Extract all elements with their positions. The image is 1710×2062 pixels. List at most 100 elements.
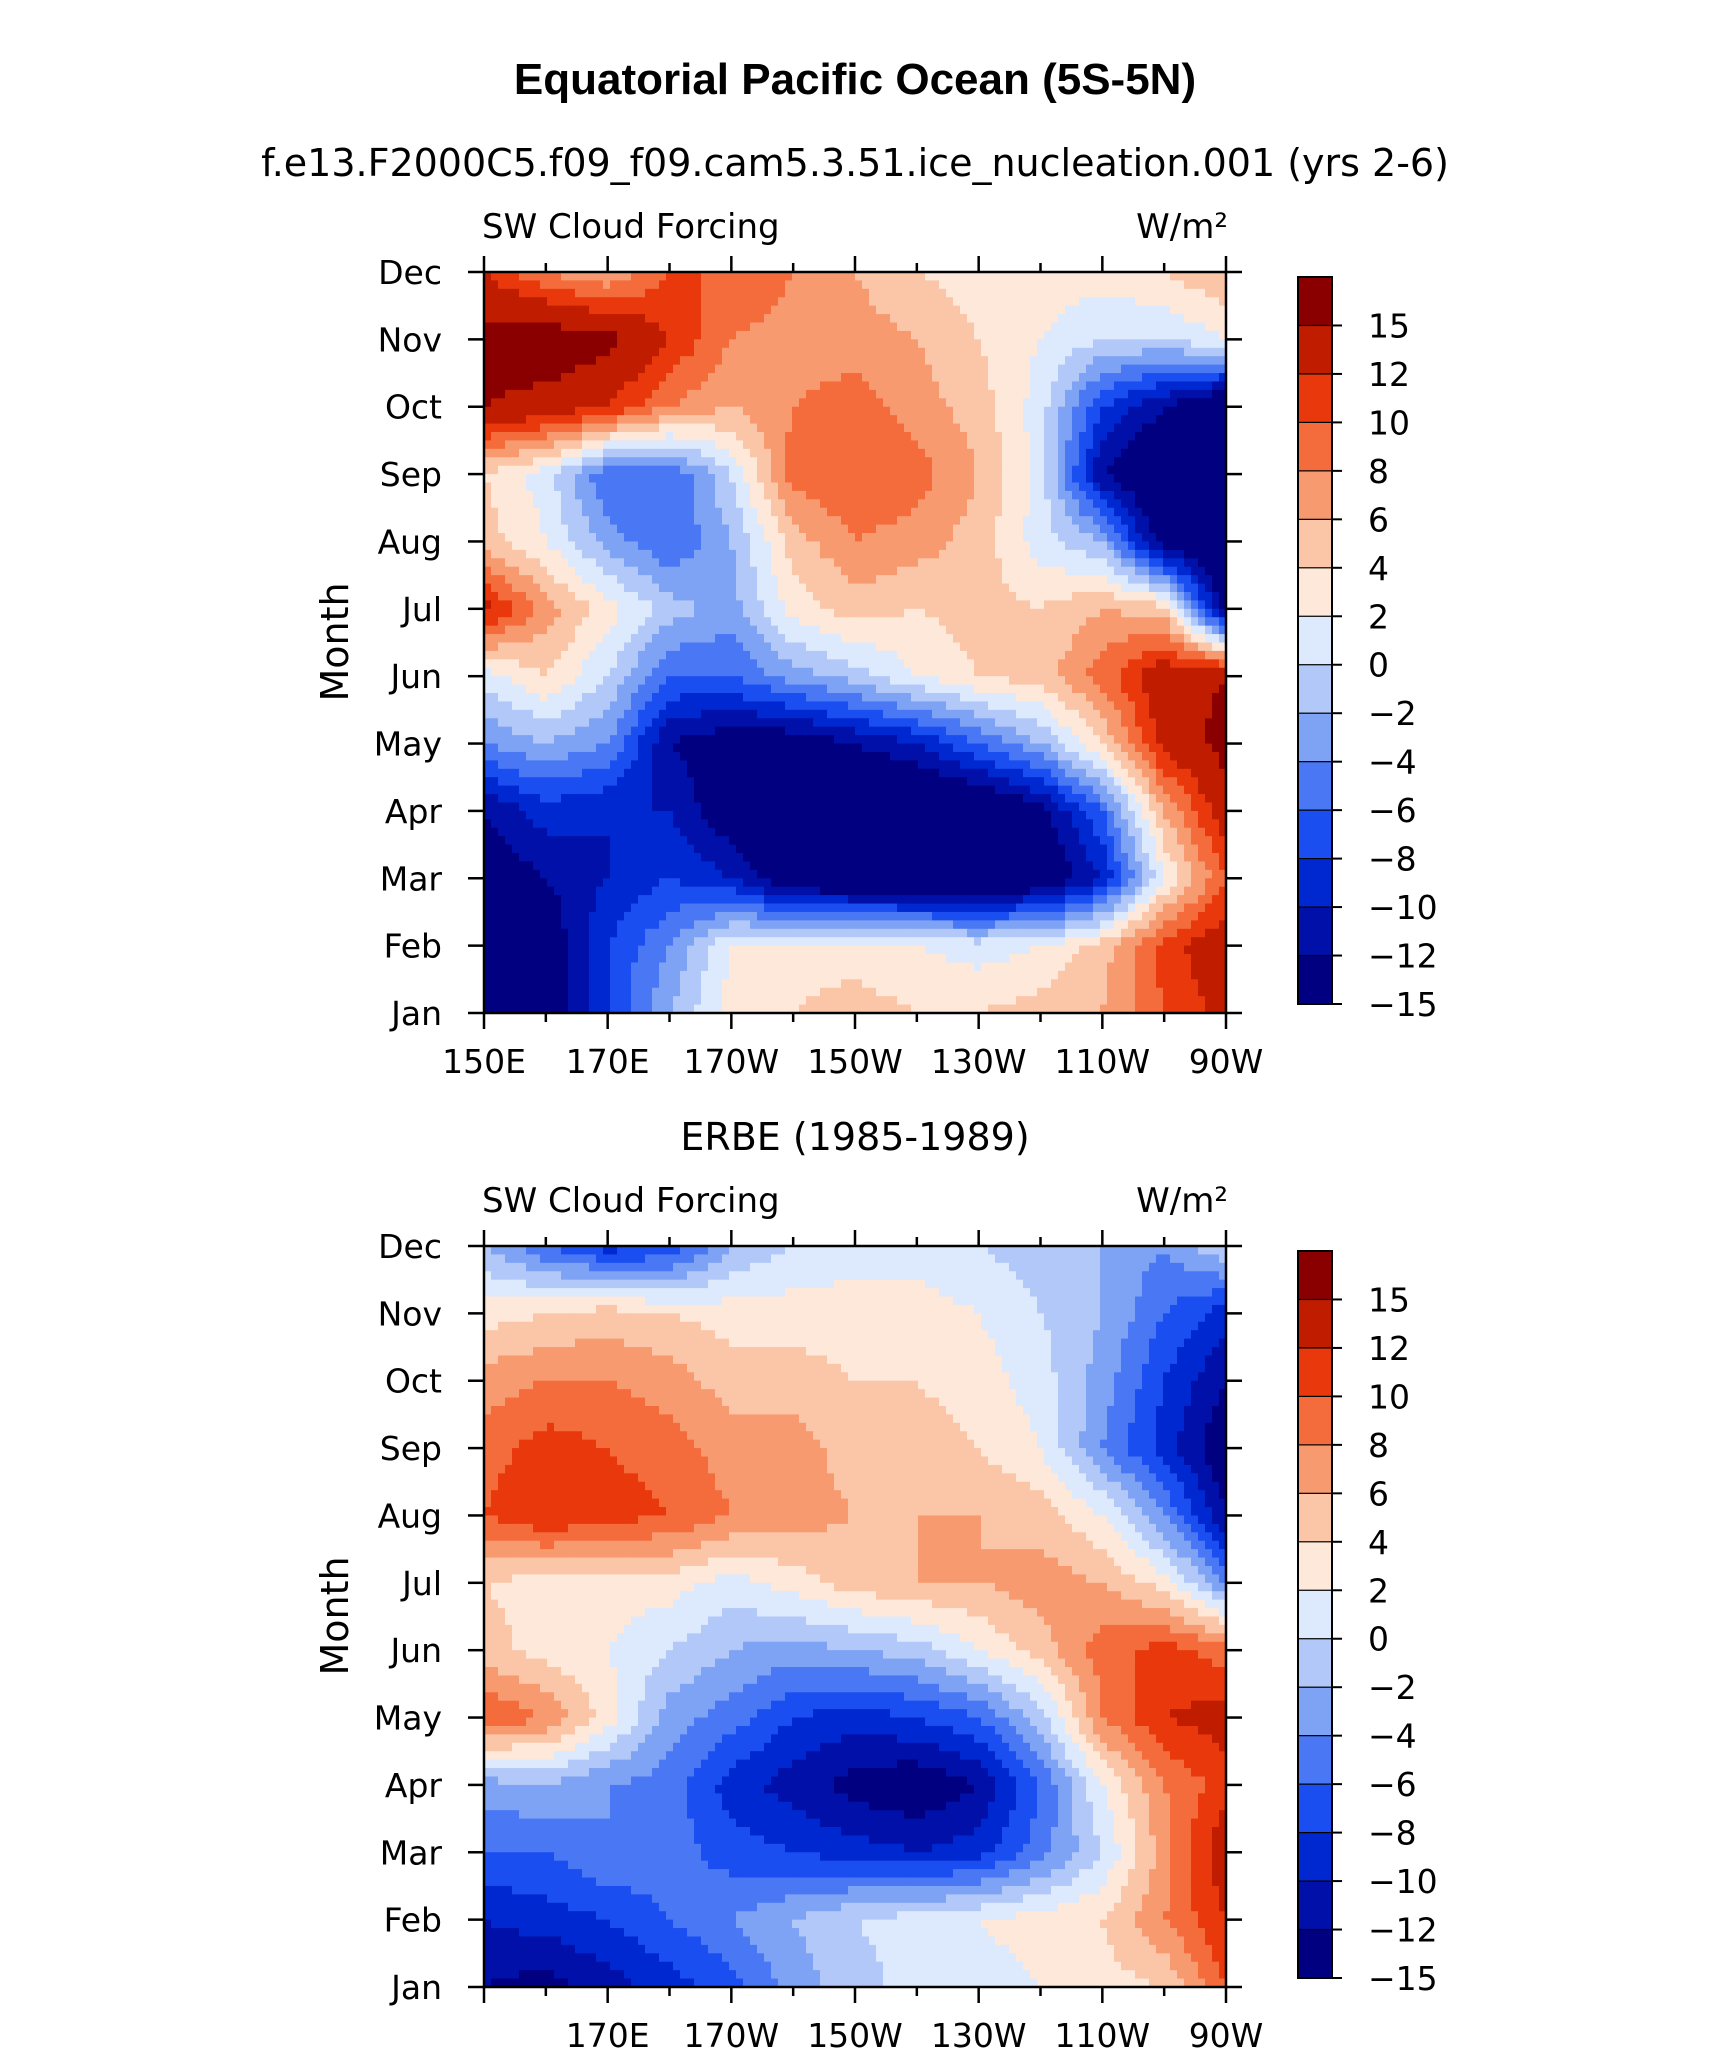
field-cell xyxy=(820,288,828,298)
field-cell xyxy=(547,305,555,315)
field-cell xyxy=(918,541,926,551)
field-cell xyxy=(645,659,653,669)
field-cell xyxy=(862,440,870,450)
field-cell xyxy=(484,474,492,484)
field-cell xyxy=(1030,608,1038,618)
field-cell xyxy=(687,415,695,425)
field-cell xyxy=(1156,642,1164,652)
field-cell xyxy=(827,591,835,601)
field-cell xyxy=(1093,608,1101,618)
field-cell xyxy=(1219,406,1226,416)
field-cell xyxy=(834,330,842,340)
field-cell xyxy=(582,465,590,475)
field-cell xyxy=(792,297,800,307)
field-cell xyxy=(652,541,660,551)
field-cell xyxy=(498,406,506,416)
field-cell xyxy=(869,457,877,467)
field-cell xyxy=(792,625,800,635)
field-cell xyxy=(785,625,793,635)
field-cell xyxy=(995,634,1003,644)
field-cell xyxy=(855,448,863,458)
field-cell xyxy=(771,406,779,416)
field-cell xyxy=(701,330,709,340)
field-cell xyxy=(680,288,688,298)
field-cell xyxy=(1114,541,1122,551)
field-cell xyxy=(813,482,821,492)
field-cell xyxy=(960,524,968,534)
field-cell xyxy=(834,305,842,315)
field-cell xyxy=(533,330,541,340)
field-cell xyxy=(1184,330,1192,340)
field-cell xyxy=(575,280,583,290)
field-cell xyxy=(631,642,639,652)
field-cell xyxy=(687,634,695,644)
field-cell xyxy=(1198,440,1206,450)
field-cell xyxy=(869,608,877,618)
field-cell xyxy=(1170,381,1178,391)
field-cell xyxy=(932,339,940,349)
field-cell xyxy=(1219,415,1226,425)
field-cell xyxy=(1002,533,1010,543)
field-cell xyxy=(1093,297,1101,307)
field-cell xyxy=(988,330,996,340)
field-cell xyxy=(729,457,737,467)
field-cell xyxy=(1184,499,1192,509)
field-cell xyxy=(575,659,583,669)
field-cell xyxy=(834,339,842,349)
field-cell xyxy=(484,533,492,543)
field-cell xyxy=(946,608,954,618)
field-cell xyxy=(1114,280,1122,290)
field-cell xyxy=(1114,457,1122,467)
field-cell xyxy=(750,406,758,416)
field-cell xyxy=(1079,280,1087,290)
field-cell xyxy=(1016,457,1024,467)
field-cell xyxy=(498,650,506,660)
field-cell xyxy=(1107,280,1115,290)
field-cell xyxy=(750,448,758,458)
field-cell xyxy=(1177,482,1185,492)
field-cell xyxy=(1009,583,1017,593)
field-cell xyxy=(1121,490,1129,500)
field-cell xyxy=(1219,549,1226,559)
field-cell xyxy=(953,297,961,307)
field-cell xyxy=(799,339,807,349)
field-cell xyxy=(1128,591,1136,601)
field-cell xyxy=(708,373,716,383)
field-cell xyxy=(484,322,492,332)
field-cell xyxy=(1121,541,1129,551)
field-cell xyxy=(575,381,583,391)
field-cell xyxy=(960,297,968,307)
field-cell xyxy=(848,634,856,644)
field-cell xyxy=(960,280,968,290)
field-cell xyxy=(785,297,793,307)
field-cell xyxy=(974,297,982,307)
field-cell xyxy=(911,364,919,374)
field-cell xyxy=(694,591,702,601)
field-cell xyxy=(792,507,800,517)
field-cell xyxy=(1037,398,1045,408)
field-cell xyxy=(827,558,835,568)
field-cell xyxy=(1135,314,1143,324)
field-cell xyxy=(743,339,751,349)
field-cell xyxy=(533,617,541,627)
field-cell xyxy=(1044,288,1052,298)
field-cell xyxy=(1107,272,1115,282)
field-cell xyxy=(1170,322,1178,332)
field-cell xyxy=(575,465,583,475)
field-cell xyxy=(869,549,877,559)
field-cell xyxy=(505,389,513,399)
field-cell xyxy=(932,558,940,568)
field-cell xyxy=(876,322,884,332)
field-cell xyxy=(785,541,793,551)
field-cell xyxy=(946,650,954,660)
field-cell xyxy=(603,448,611,458)
field-cell xyxy=(1135,533,1143,543)
field-cell xyxy=(1044,448,1052,458)
field-cell xyxy=(1107,507,1115,517)
field-cell xyxy=(687,398,695,408)
field-cell xyxy=(1030,431,1038,442)
field-cell xyxy=(890,322,898,332)
field-cell xyxy=(1191,381,1199,391)
field-cell xyxy=(1198,373,1206,383)
field-cell xyxy=(834,364,842,374)
